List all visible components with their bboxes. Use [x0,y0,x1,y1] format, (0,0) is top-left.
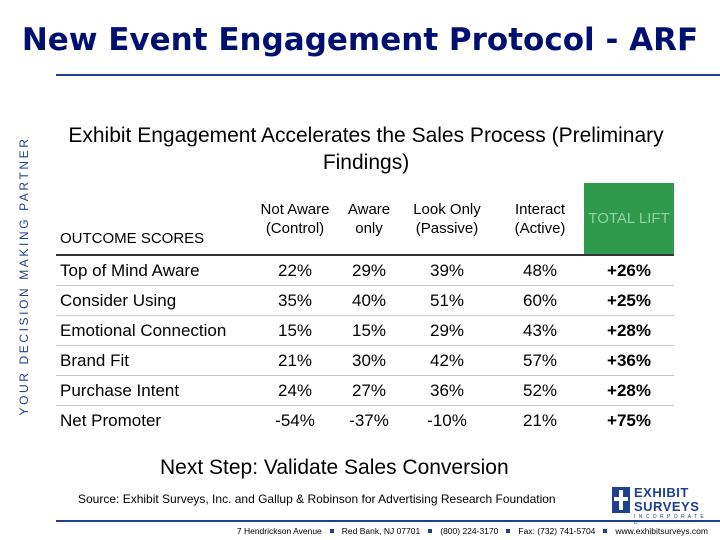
cell-look-only: 36% [398,375,496,406]
row-label: Top of Mind Aware [56,254,250,286]
sidebar-tagline: YOUR DECISION MAKING PARTNER [17,136,31,416]
table-row: Emotional Connection 15% 15% 29% 43% +28… [56,315,674,346]
cell-not-aware: 21% [250,345,340,376]
cell-not-aware: -54% [250,405,340,435]
cell-total-lift: +36% [584,345,674,376]
cell-total-lift: +28% [584,375,674,406]
footer-address: 7 Hendrickson Avenue [236,525,322,536]
cell-total-lift: +75% [584,405,674,435]
cell-interact: 43% [496,315,584,346]
cell-look-only: 51% [398,285,496,316]
footer-separator [329,528,334,533]
cell-total-lift: +26% [584,254,674,286]
cell-aware-only: 29% [340,254,398,286]
col-header-total-lift: TOTAL LIFT [584,183,674,255]
footer-separator [506,528,511,533]
page-title: New Event Engagement Protocol - ARF [21,22,699,58]
table-row: Brand Fit 21% 30% 42% 57% +36% [56,345,674,376]
cell-aware-only: 27% [340,375,398,406]
exhibit-surveys-logo: EXHIBIT SURVEYS I N C O R P O R A T E D [612,484,708,526]
title-divider [56,74,720,76]
row-label: Brand Fit [56,345,250,376]
cell-look-only: 42% [398,345,496,376]
cell-look-only: 39% [398,254,496,286]
cell-aware-only: 30% [340,345,398,376]
source-note: Source: Exhibit Surveys, Inc. and Gallup… [78,492,556,506]
col-header-look-only: Look Only (Passive) [413,200,481,237]
next-step-text: Next Step: Validate Sales Conversion [160,456,509,479]
cell-total-lift: +28% [584,315,674,346]
logo-line-1: EXHIBIT [634,485,689,500]
logo-cross-icon [612,487,630,513]
cell-not-aware: 15% [250,315,340,346]
row-label: Emotional Connection [56,315,250,346]
footer-separator [428,528,433,533]
footer: 7 Hendrickson Avenue Red Bank, NJ 07701 … [0,523,720,538]
table-row: Consider Using 35% 40% 51% 60% +25% [56,285,674,316]
row-label: Consider Using [56,285,250,316]
logo-line-2: SURVEYS [634,499,700,514]
table-row: Net Promoter -54% -37% -10% 21% +75% [56,405,674,435]
table-row: Top of Mind Aware 22% 29% 39% 48% +26% [56,254,674,286]
subtitle: Exhibit Engagement Accelerates the Sales… [68,124,664,174]
cell-interact: 60% [496,285,584,316]
col-header-interact: Interact (Active) [514,200,566,237]
footer-city: Red Bank, NJ 07701 [341,525,421,536]
footer-phone: (800) 224-3170 [440,525,499,536]
col-header-not-aware: Not Aware (Control) [260,200,330,237]
cell-aware-only: 15% [340,315,398,346]
cell-interact: 52% [496,375,584,406]
cell-aware-only: -37% [340,405,398,435]
cell-interact: 21% [496,405,584,435]
cell-interact: 57% [496,345,584,376]
cell-look-only: 29% [398,315,496,346]
col-header-aware-only: Aware only [347,200,391,237]
cell-not-aware: 24% [250,375,340,406]
cell-interact: 48% [496,254,584,286]
cell-aware-only: 40% [340,285,398,316]
footer-separator [603,528,608,533]
outcome-scores-table: OUTCOME SCORES Not Aware (Control) Aware… [56,183,674,435]
table-row: Purchase Intent 24% 27% 36% 52% +28% [56,375,674,406]
footer-divider [56,520,720,522]
cell-look-only: -10% [398,405,496,435]
logo-tagline: I N C O R P O R A T E D [634,514,705,526]
cell-total-lift: +25% [584,285,674,316]
footer-fax: Fax: (732) 741-5704 [518,525,596,536]
footer-website[interactable]: www.exhibitsurveys.com [615,525,708,536]
col-header-outcome-scores: OUTCOME SCORES [60,230,205,247]
cell-not-aware: 22% [250,254,340,286]
row-label: Purchase Intent [56,375,250,406]
row-label: Net Promoter [56,405,250,435]
table-header-row: OUTCOME SCORES Not Aware (Control) Aware… [56,183,674,255]
cell-not-aware: 35% [250,285,340,316]
